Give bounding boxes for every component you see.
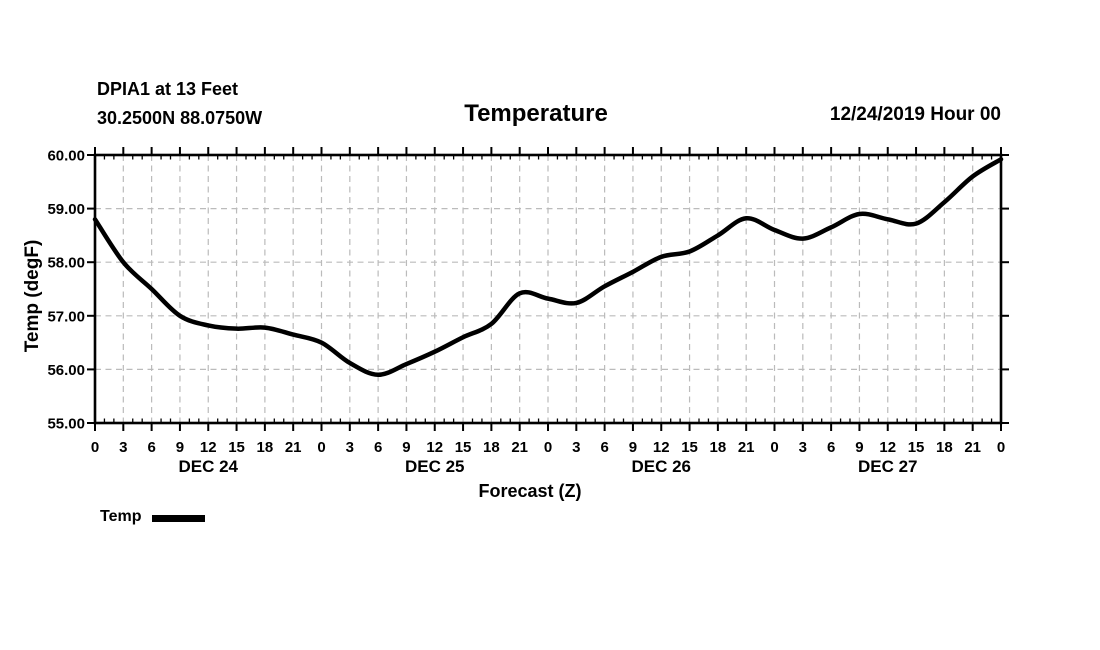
day-label: DEC 27 [858, 457, 918, 476]
grid [95, 155, 1001, 423]
x-tick-label: 3 [799, 439, 807, 456]
day-label: DEC 24 [178, 457, 238, 476]
y-tick-label: 60.00 [47, 148, 85, 165]
x-tick-label: 6 [600, 439, 608, 456]
x-tick-label: 0 [317, 439, 325, 456]
x-tick-label: 0 [997, 439, 1005, 456]
x-tick-label: 18 [710, 439, 727, 456]
x-tick-label: 0 [544, 439, 552, 456]
day-label: DEC 25 [405, 457, 465, 476]
y-tick-label: 57.00 [47, 308, 85, 325]
station-info: DPIA1 at 13 Feet 30.2500N 88.0750W [97, 75, 262, 133]
x-tick-label: 3 [572, 439, 580, 456]
x-tick-label: 6 [827, 439, 835, 456]
x-tick-label: 21 [964, 439, 981, 456]
x-tick-label: 6 [374, 439, 382, 456]
station-coordinates: 30.2500N 88.0750W [97, 108, 263, 128]
x-tick-label: 15 [908, 439, 925, 456]
temperature-chart: 55.00 56.00 57.00 58.00 59.00 60.00 0 3 6 9 12 15 18… [47, 147, 1009, 476]
x-tick-label: 18 [936, 439, 953, 456]
x-tick-labels: 0 3 6 9 12 15 18 21 0 3 6 9 12 15 18 21 0 3 6 9 12 15 18 21 0 3 6 9… [91, 439, 1005, 456]
y-tick-labels: 55.00 56.00 57.00 58.00 59.00 60.00 [47, 148, 85, 433]
legend: Temp [100, 508, 206, 526]
x-tick-label: 9 [402, 439, 410, 456]
x-tick-label: 3 [119, 439, 127, 456]
plot-border [93, 153, 1003, 425]
x-tick-label: 12 [879, 439, 896, 456]
x-axis-ticks [94, 147, 1002, 431]
x-tick-label: 21 [511, 439, 528, 456]
chart-title: Temperature [464, 100, 608, 127]
temp-series-line [92, 157, 1004, 378]
x-tick-label: 9 [855, 439, 863, 456]
x-tick-label: 18 [483, 439, 500, 456]
day-labels: DEC 24 DEC 25 DEC 26 DEC 27 [178, 457, 917, 476]
x-tick-label: 6 [147, 439, 155, 456]
station-name: DPIA1 at 13 Feet [97, 79, 239, 99]
x-tick-label: 0 [91, 439, 99, 456]
day-label: DEC 26 [631, 457, 691, 476]
x-tick-label: 21 [285, 439, 302, 456]
x-tick-label: 3 [346, 439, 354, 456]
x-tick-label: 12 [653, 439, 670, 456]
forecast-datetime: 12/24/2019 Hour 00 [829, 104, 1001, 125]
y-tick-label: 55.00 [47, 416, 85, 433]
x-tick-label: 12 [200, 439, 217, 456]
x-tick-label: 15 [228, 439, 245, 456]
x-tick-label: 21 [738, 439, 755, 456]
y-tick-label: 56.00 [47, 362, 85, 379]
y-tick-label: 58.00 [47, 255, 85, 272]
x-tick-label: 15 [455, 439, 472, 456]
legend-label: Temp [100, 508, 142, 525]
x-tick-label: 9 [629, 439, 637, 456]
x-tick-label: 18 [257, 439, 274, 456]
x-tick-label: 12 [426, 439, 443, 456]
x-tick-label: 9 [176, 439, 184, 456]
x-tick-label: 0 [770, 439, 778, 456]
y-tick-label: 59.00 [47, 201, 85, 218]
y-axis-ticks [87, 154, 1009, 424]
x-axis-label: Forecast (Z) [478, 481, 582, 501]
legend-line-swatch [152, 514, 206, 522]
x-tick-label: 15 [681, 439, 698, 456]
